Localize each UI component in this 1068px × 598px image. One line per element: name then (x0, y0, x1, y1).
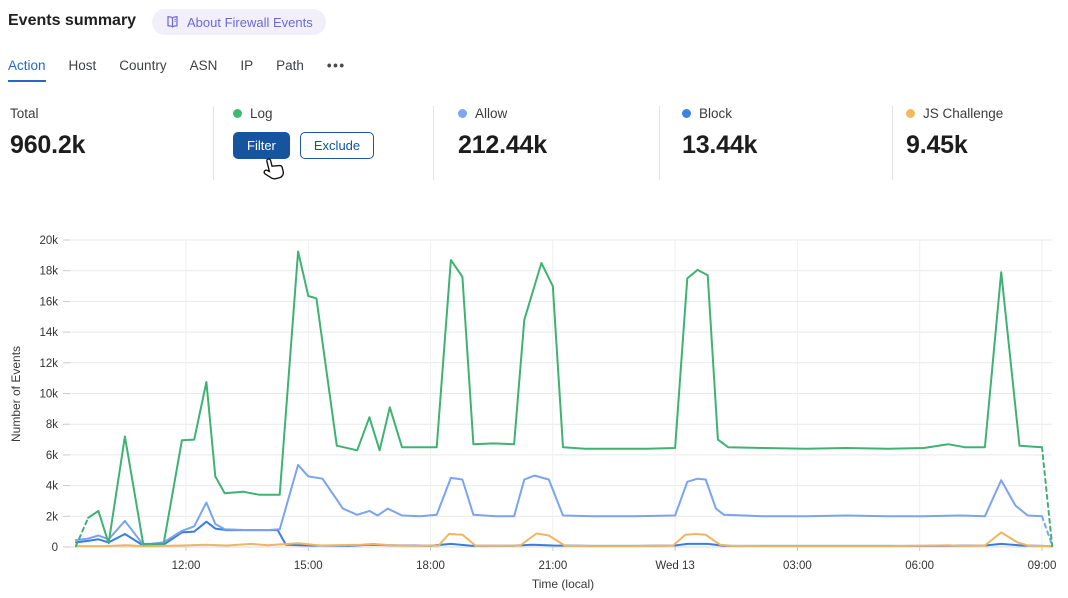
tab-ip[interactable]: IP (240, 58, 254, 73)
x-tick-label: Wed 13 (655, 560, 694, 572)
summary-tabs: Action Host Country ASN IP Path ••• (8, 58, 346, 82)
series-line-allow (74, 463, 1043, 546)
y-tick-label: 8k (46, 419, 58, 431)
stat-allow-value: 212.44k (458, 131, 547, 159)
series-dashed-tail-log (1041, 446, 1054, 548)
chart-svg[interactable]: 0 2k 4k 6k 8k 10k 12k 14k 16k 18k 20k 12:00 15:00 18:… (0, 228, 1068, 596)
tab-host[interactable]: Host (68, 58, 97, 73)
y-tick-label: 20k (39, 235, 58, 247)
stat-js-challenge-value: 9.45k (906, 131, 968, 159)
y-tick-label: 18k (39, 266, 58, 278)
tab-path[interactable]: Path (276, 58, 304, 73)
exclude-button[interactable]: Exclude (299, 132, 375, 159)
y-axis-title: Number of Events (9, 346, 23, 442)
tab-country[interactable]: Country (119, 58, 167, 73)
about-firewall-events-badge[interactable]: About Firewall Events (152, 9, 326, 35)
y-grid: 0 2k 4k 6k 8k 10k 12k 14k 16k 18k 20k (39, 235, 1052, 554)
x-axis-title: Time (local) (532, 577, 594, 591)
tab-action[interactable]: Action (8, 58, 46, 82)
y-tick-label: 4k (46, 481, 58, 493)
x-grid: 12:00 15:00 18:00 21:00 Wed 13 03:00 06:00 09:0… (172, 240, 1057, 572)
stat-total-value: 960.2k (10, 131, 86, 159)
series-line-block (74, 520, 1054, 548)
x-tick-label: 12:00 (172, 560, 201, 572)
stat-block: Block 13.44k (682, 104, 757, 160)
x-tick-label: 09:00 (1028, 560, 1057, 572)
x-tick-label: 21:00 (538, 560, 567, 572)
stats-divider (659, 106, 660, 180)
y-tick-label: 6k (46, 450, 58, 462)
stat-allow-label: Allow (475, 105, 508, 121)
x-tick-label: 15:00 (294, 560, 323, 572)
stats-divider (433, 106, 434, 180)
block-legend-dot (682, 108, 691, 118)
y-tick-label: 10k (39, 389, 58, 401)
stat-block-value: 13.44k (682, 131, 758, 159)
js-challenge-legend-dot (906, 108, 915, 118)
tab-asn[interactable]: ASN (189, 58, 218, 73)
stat-log: Log Filter Exclude (233, 104, 375, 159)
stat-js-challenge: JS Challenge 9.45k (906, 104, 1003, 160)
about-badge-label: About Firewall Events (187, 14, 313, 30)
events-time-series-chart[interactable]: 0 2k 4k 6k 8k 10k 12k 14k 16k 18k 20k 12:00 15:00 18:… (0, 228, 1068, 596)
stat-block-label: Block (699, 105, 733, 121)
allow-legend-dot (458, 108, 467, 118)
stat-total-label: Total (10, 105, 39, 121)
stats-divider (213, 106, 214, 180)
x-tick-label: 18:00 (416, 560, 445, 572)
y-tick-label: 2k (46, 511, 58, 523)
stat-log-label: Log (250, 105, 273, 121)
stat-js-challenge-label: JS Challenge (923, 105, 1004, 121)
x-tick-label: 03:00 (783, 560, 812, 572)
stats-divider (892, 106, 893, 180)
log-legend-dot (233, 108, 242, 118)
mouse-cursor-pointer-icon (258, 154, 290, 191)
y-tick-label: 14k (39, 327, 58, 339)
x-tick-label: 06:00 (905, 560, 934, 572)
series-line-js-challenge (74, 531, 1054, 548)
y-tick-label: 12k (39, 358, 58, 370)
y-tick-label: 16k (39, 296, 58, 308)
filter-button[interactable]: Filter (233, 132, 290, 159)
series-line-log (87, 250, 1043, 545)
series-dashed-tail-allow (1041, 515, 1054, 547)
book-icon (165, 15, 180, 29)
stat-total: Total 960.2k (10, 104, 85, 160)
y-tick-label: 0 (52, 542, 58, 554)
tabs-more-button[interactable]: ••• (326, 58, 346, 73)
page-title: Events summary (8, 12, 137, 29)
series-dashed-head-log (74, 516, 90, 548)
stat-allow: Allow 212.44k (458, 104, 547, 160)
